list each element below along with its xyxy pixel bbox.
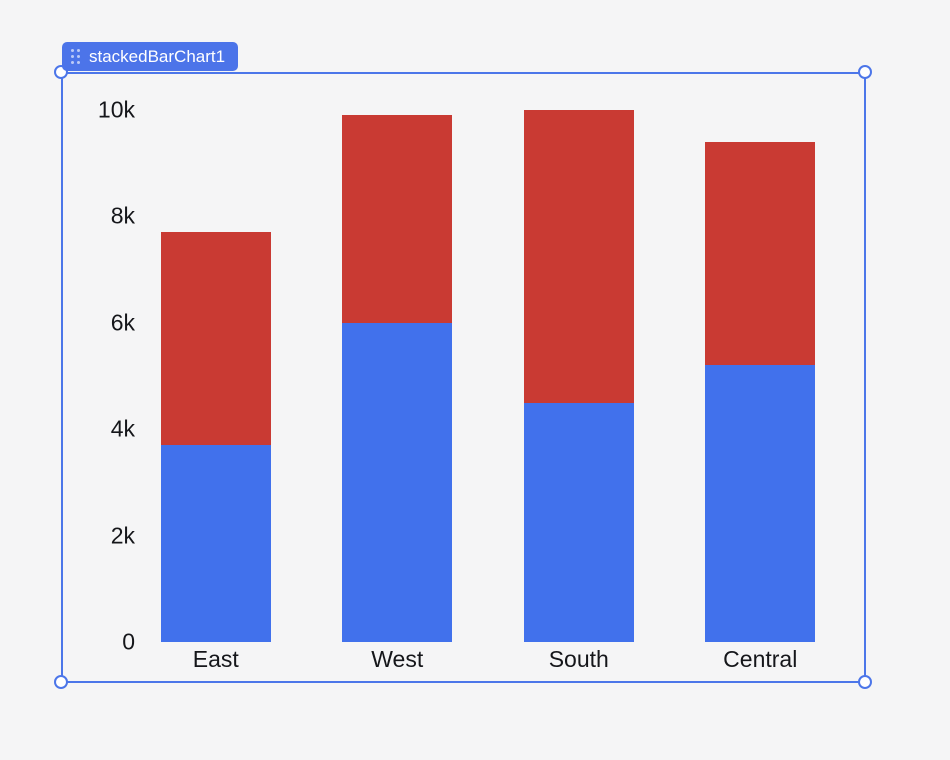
resize-handle-bottom-right[interactable] [858,675,872,689]
bar-segment-south [523,110,634,403]
y-tick-label: 2k [110,522,135,549]
y-tick-label: 6k [110,309,135,336]
bar-segment-central [705,141,816,366]
drag-grip-icon[interactable] [71,49,80,64]
resize-handle-top-right[interactable] [858,65,872,79]
widget-name-badge[interactable]: stackedBarChart1 [62,42,239,71]
y-axis: 0 2k 4k 6k 8k 10k [40,0,135,760]
bar-segment-east [160,232,271,446]
bar-segment-west [342,115,453,323]
x-tick-label: Central [723,646,798,672]
x-tick-label: South [548,646,609,672]
y-tick-label: 4k [110,415,135,442]
x-axis: East West South Central [125,646,851,678]
x-tick-label: East [192,646,239,672]
bar-segment-south [523,402,634,642]
bar-segment-east [160,445,271,642]
widget-name-label: stackedBarChart1 [89,47,226,66]
y-tick-label: 0 [122,628,135,655]
x-tick-label: West [371,646,424,672]
y-tick-label: 8k [110,202,135,229]
plot-area [125,110,851,642]
resize-handle-bottom-left[interactable] [54,675,68,689]
bar-segment-central [705,365,816,642]
bar-segment-west [342,322,453,642]
y-tick-label: 10k [97,96,135,123]
